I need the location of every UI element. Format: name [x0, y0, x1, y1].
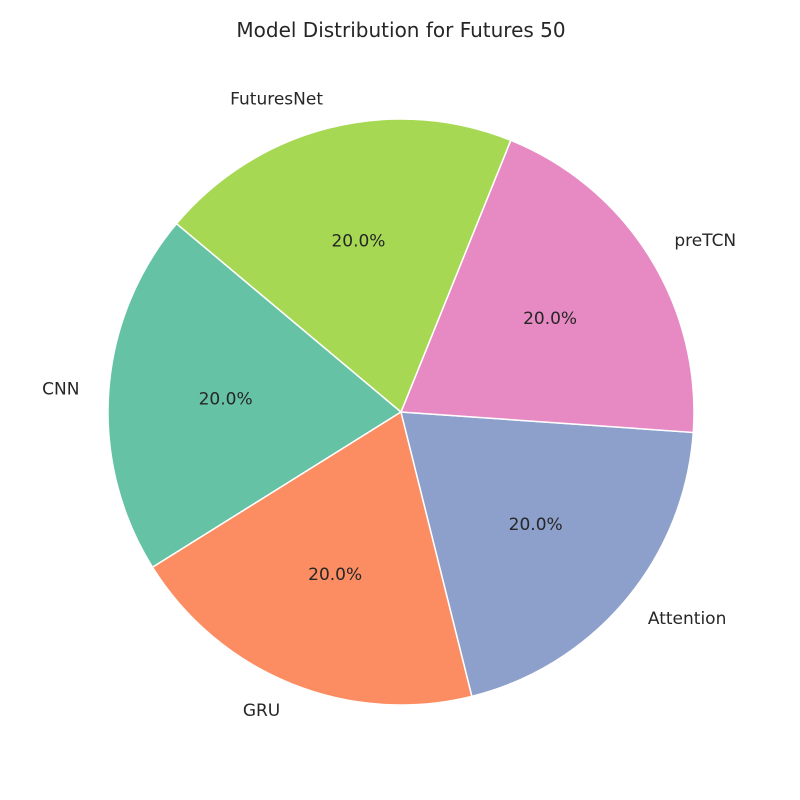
slice-label-attention: Attention [648, 609, 726, 629]
slice-percent-pretcn: 20.0% [523, 309, 577, 329]
chart-title: Model Distribution for Futures 50 [236, 18, 565, 42]
slice-percent-cnn: 20.0% [199, 390, 253, 410]
slice-percent-gru: 20.0% [308, 565, 362, 585]
slice-label-cnn: CNN [42, 380, 79, 400]
pie-labels: CNN 20.0% GRU 20.0% Attention 20.0% preTCN 20.0… [42, 89, 736, 721]
pie-slice-cnn [107, 222, 403, 569]
slice-percent-attention: 20.0% [509, 515, 563, 535]
pie-slice-futuresnet [175, 118, 512, 414]
pie-slice-attention [400, 411, 695, 698]
slice-label-pretcn: preTCN [674, 231, 736, 251]
pie-slices [107, 118, 695, 706]
pie-slice-gru [151, 410, 473, 706]
slice-label-futuresnet: FuturesNet [230, 89, 323, 109]
slice-percent-futuresnet: 20.0% [331, 231, 385, 251]
slice-label-gru: GRU [243, 701, 280, 721]
pie-slice-pretcn [399, 139, 695, 434]
